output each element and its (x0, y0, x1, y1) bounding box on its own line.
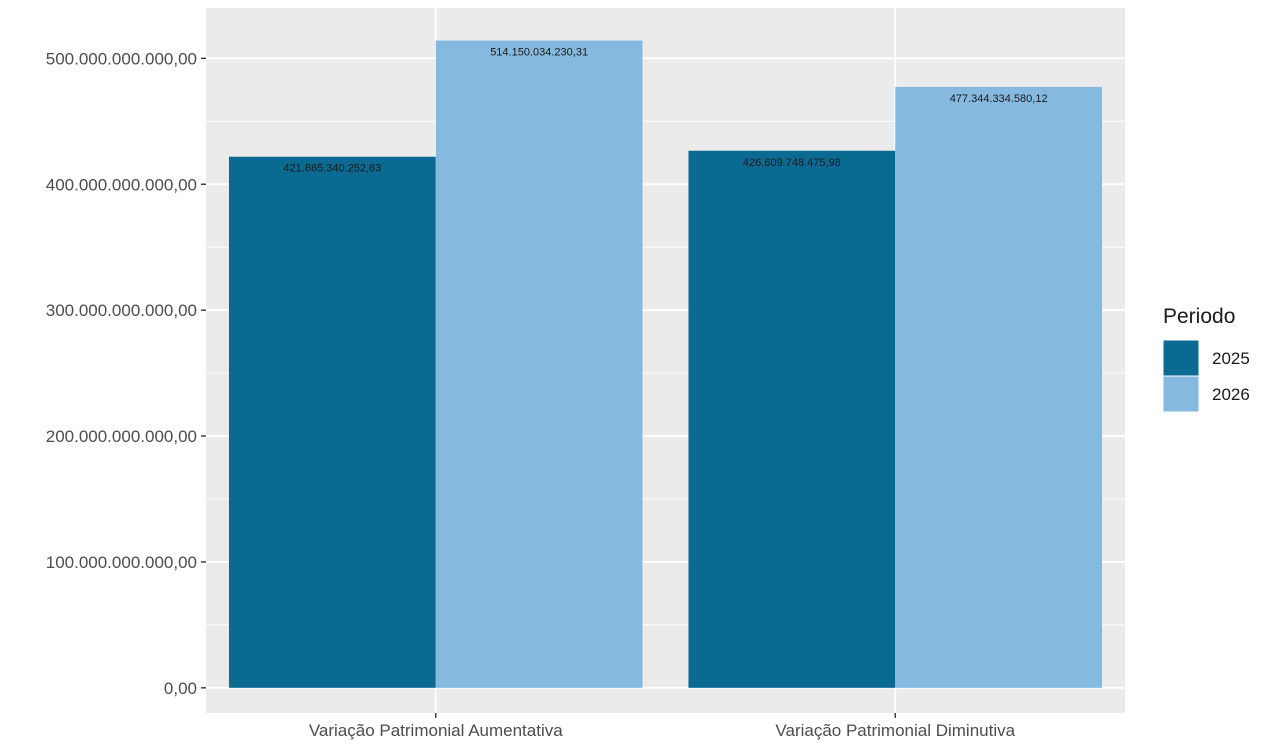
x-tick-label: Variação Patrimonial Diminutiva (775, 721, 1015, 740)
y-axis: 0,00 100.000.000.000,00 200.000.000.000,00… (46, 49, 206, 698)
bar-2025 (228, 156, 436, 688)
y-tick-label: 500.000.000.000,00 (46, 49, 197, 68)
bar-2026 (435, 40, 643, 688)
data-label: 514.150.034.230,31 (490, 47, 588, 59)
data-label: 421.865.340.252,63 (283, 163, 381, 175)
legend-key-2026 (1162, 375, 1200, 413)
y-tick-label: 200.000.000.000,00 (46, 427, 197, 446)
legend-label: 2025 (1212, 349, 1250, 368)
bar-2026 (895, 86, 1103, 688)
x-tick-label: Variação Patrimonial Aumentativa (309, 721, 563, 740)
x-axis: Variação Patrimonial Aumentativa Variação… (309, 713, 1016, 740)
y-tick-label: 100.000.000.000,00 (46, 553, 197, 572)
y-tick-label: 400.000.000.000,00 (46, 175, 197, 194)
bar-labels-group: 421.865.340.252,63 514.150.034.230,31 426.… (283, 47, 1047, 175)
data-label: 426.609.748.475,98 (743, 157, 841, 169)
y-tick-label: 300.000.000.000,00 (46, 301, 197, 320)
data-label: 477.344.334.580,12 (950, 93, 1048, 105)
bars-group (228, 40, 1103, 688)
legend-key-2025 (1162, 339, 1200, 377)
legend-title: Periodo (1163, 305, 1235, 328)
y-tick-label: 0,00 (164, 679, 197, 698)
bar-2025 (688, 150, 896, 688)
legend: Periodo 2025 2026 (1162, 305, 1250, 413)
legend-label: 2026 (1212, 385, 1250, 404)
